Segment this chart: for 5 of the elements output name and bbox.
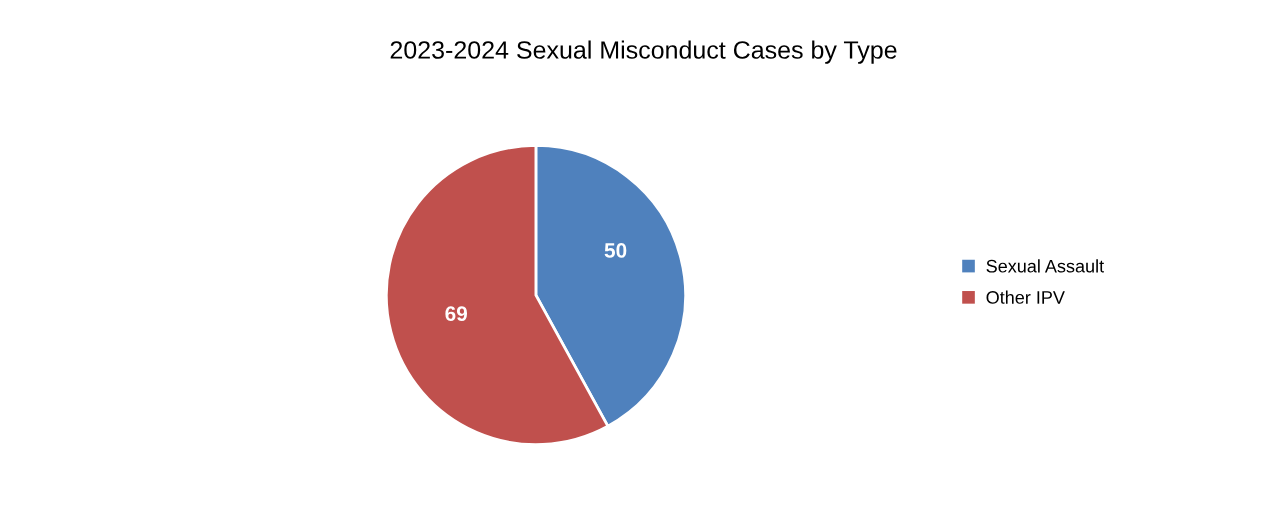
data-label: 50 bbox=[604, 243, 627, 258]
chart-title: 2023-2024 Sexual Misconduct Cases by Type bbox=[390, 40, 897, 64]
legend-label: Sexual Assault bbox=[986, 259, 1104, 273]
data-label: 69 bbox=[445, 306, 468, 322]
legend-label: Other IPV bbox=[986, 290, 1065, 304]
